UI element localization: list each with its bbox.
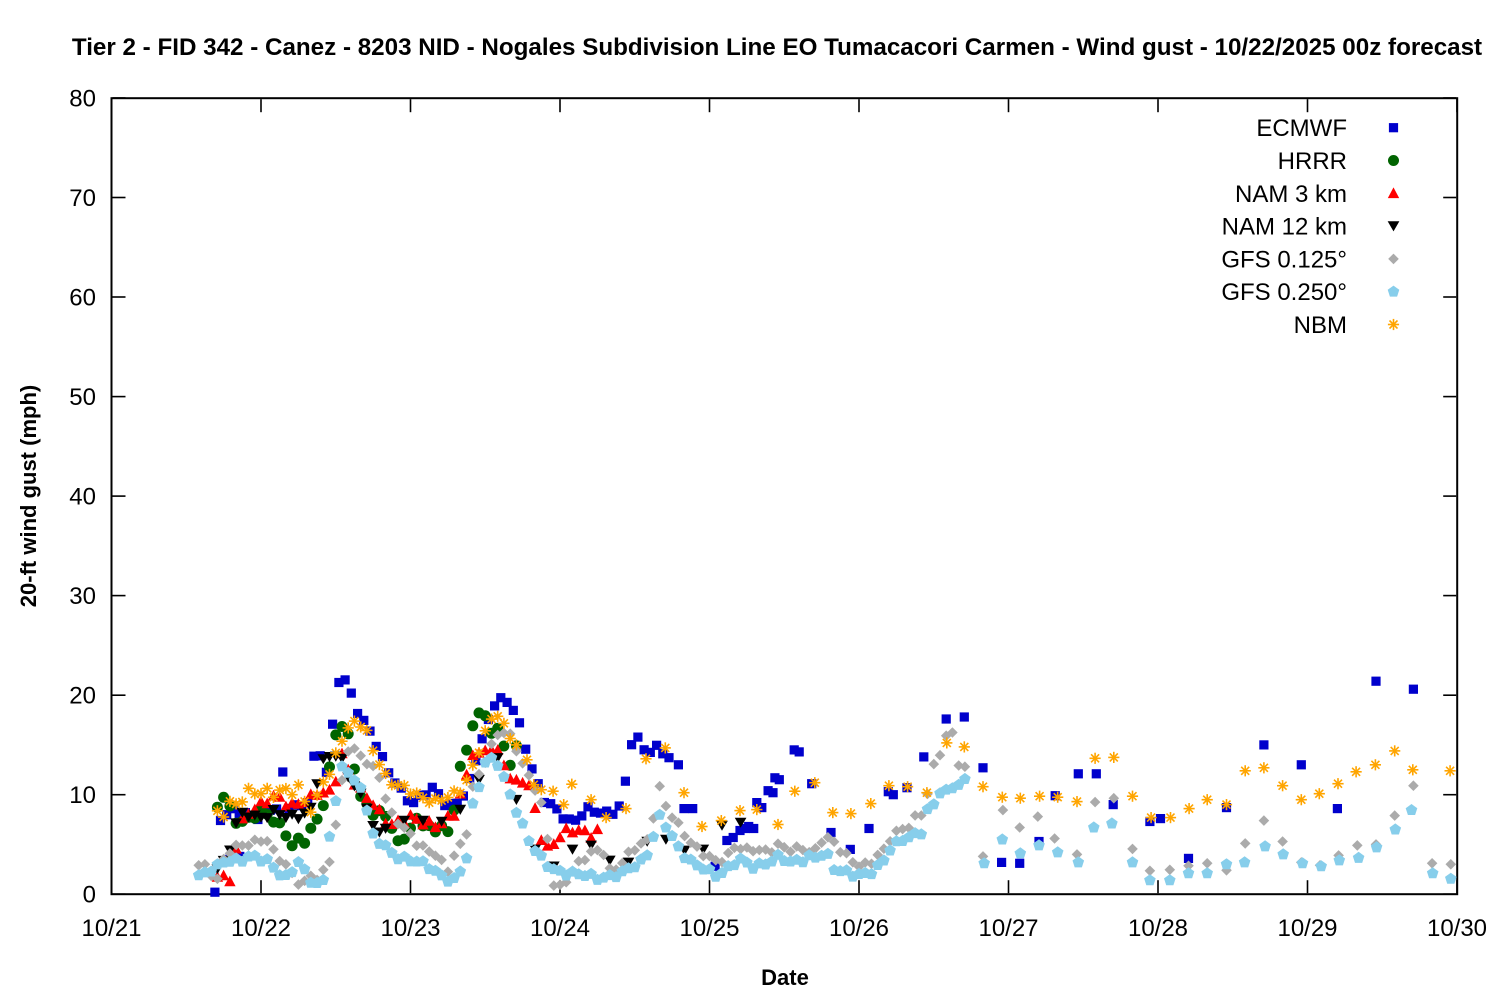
svg-text:10/26: 10/26 [829,915,889,942]
svg-text:10/22: 10/22 [231,915,291,942]
svg-text:GFS 0.125°: GFS 0.125° [1221,246,1347,273]
svg-text:Date: Date [761,965,809,990]
svg-text:60: 60 [69,285,96,312]
svg-text:Tier 2 - FID 342 - Canez - 820: Tier 2 - FID 342 - Canez - 8203 NID - No… [72,34,1482,61]
svg-text:80: 80 [69,86,96,113]
svg-text:NAM 3 km: NAM 3 km [1235,181,1347,208]
svg-text:50: 50 [69,384,96,411]
svg-text:NAM 12 km: NAM 12 km [1222,214,1347,241]
svg-text:10/28: 10/28 [1128,915,1188,942]
svg-text:HRRR: HRRR [1278,148,1347,175]
svg-text:10/27: 10/27 [978,915,1038,942]
svg-text:10: 10 [69,782,96,809]
svg-text:30: 30 [69,583,96,610]
svg-text:10/21: 10/21 [81,915,141,942]
svg-text:GFS 0.250°: GFS 0.250° [1221,279,1347,306]
svg-text:0: 0 [83,882,96,909]
svg-text:10/30: 10/30 [1427,915,1487,942]
svg-text:10/24: 10/24 [530,915,590,942]
svg-text:NBM: NBM [1294,312,1347,339]
svg-text:20: 20 [69,683,96,710]
svg-text:ECMWF: ECMWF [1256,115,1347,142]
svg-text:10/29: 10/29 [1277,915,1337,942]
svg-text:10/23: 10/23 [380,915,440,942]
svg-text:20-ft wind gust (mph): 20-ft wind gust (mph) [16,385,41,607]
svg-text:70: 70 [69,185,96,212]
svg-text:10/25: 10/25 [679,915,739,942]
svg-text:40: 40 [69,484,96,511]
